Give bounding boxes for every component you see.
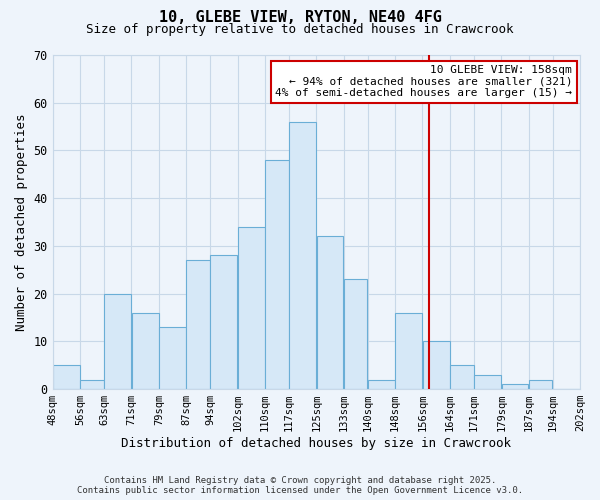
Bar	[529, 380, 553, 389]
Bar	[187, 260, 210, 389]
Bar	[211, 256, 238, 389]
Y-axis label: Number of detached properties: Number of detached properties	[15, 114, 28, 331]
Bar	[450, 365, 473, 389]
Bar	[159, 327, 186, 389]
Text: 10 GLEBE VIEW: 158sqm
← 94% of detached houses are smaller (321)
4% of semi-deta: 10 GLEBE VIEW: 158sqm ← 94% of detached …	[275, 65, 572, 98]
Text: Size of property relative to detached houses in Crawcrook: Size of property relative to detached ho…	[86, 22, 514, 36]
Bar	[502, 384, 529, 389]
Bar	[265, 160, 289, 389]
Bar	[344, 280, 367, 389]
Text: Contains HM Land Registry data © Crown copyright and database right 2025.
Contai: Contains HM Land Registry data © Crown c…	[77, 476, 523, 495]
Bar	[104, 294, 131, 389]
Bar	[289, 122, 316, 389]
Bar	[80, 380, 104, 389]
Text: 10, GLEBE VIEW, RYTON, NE40 4FG: 10, GLEBE VIEW, RYTON, NE40 4FG	[158, 10, 442, 25]
Bar	[238, 227, 265, 389]
Bar	[368, 380, 395, 389]
X-axis label: Distribution of detached houses by size in Crawcrook: Distribution of detached houses by size …	[121, 437, 511, 450]
Bar	[317, 236, 343, 389]
Bar	[53, 365, 80, 389]
Bar	[423, 342, 449, 389]
Bar	[131, 312, 158, 389]
Bar	[474, 375, 501, 389]
Bar	[395, 312, 422, 389]
